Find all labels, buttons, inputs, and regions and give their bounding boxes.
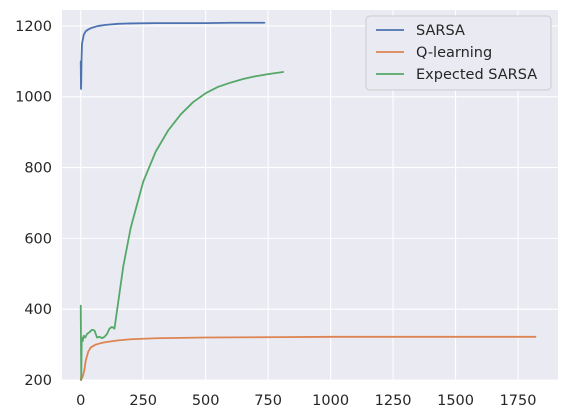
x-tick-label: 750 <box>254 393 282 409</box>
x-tick-label: 1250 <box>375 393 412 409</box>
x-tick-label: 0 <box>76 393 85 409</box>
y-tick-label: 800 <box>24 161 52 177</box>
y-tick-label: 1000 <box>15 90 52 106</box>
legend-label: SARSA <box>416 23 465 39</box>
series-line-expected-sarsa <box>79 71 285 381</box>
series-line-q-learning <box>79 335 537 381</box>
x-tick-label: 250 <box>129 393 157 409</box>
x-tick-label: 500 <box>192 393 220 409</box>
series-line-sarsa <box>79 21 266 90</box>
legend: SARSA Q-learning Expected SARSA <box>365 15 552 91</box>
y-tick-label: 1200 <box>15 19 52 35</box>
y-tick-label: 600 <box>24 231 52 247</box>
series-lines <box>79 21 537 381</box>
legend-label: Expected SARSA <box>416 67 537 83</box>
x-tick-label: 1500 <box>437 393 474 409</box>
x-tick-label: 1000 <box>312 393 349 409</box>
y-axis-ticks: 200 400 600 800 1000 1200 <box>15 19 52 389</box>
y-tick-label: 200 <box>24 373 52 389</box>
y-tick-label: 400 <box>24 302 52 318</box>
legend-label: Q-learning <box>416 45 492 61</box>
x-tick-label: 1750 <box>500 393 537 409</box>
legend-box <box>365 15 552 91</box>
x-axis-ticks: 0 250 500 750 1000 1250 1500 1750 <box>76 393 536 409</box>
